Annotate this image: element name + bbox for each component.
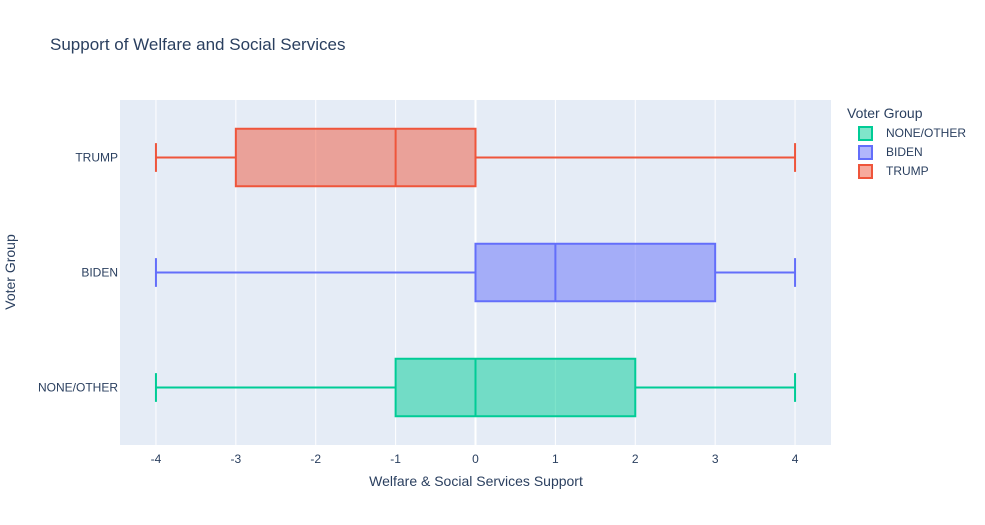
legend-swatch (858, 126, 873, 141)
legend[interactable]: Voter Group NONE/OTHER BIDEN TRUMP (847, 105, 966, 179)
box-traces (154, 127, 797, 418)
x-tick-label: 0 (472, 452, 479, 466)
box-trace[interactable] (154, 127, 797, 188)
box-trace[interactable] (154, 242, 797, 303)
legend-item[interactable]: NONE/OTHER (858, 126, 966, 141)
iqr-box (234, 127, 477, 188)
x-tick-label: 4 (792, 452, 799, 466)
iqr-box (474, 242, 717, 303)
x-tick-label: 2 (632, 452, 639, 466)
x-axis-ticks: -4 -3 -2 -1 0 1 2 3 4 (151, 452, 799, 466)
legend-title: Voter Group (847, 105, 923, 121)
legend-label: NONE/OTHER (886, 126, 966, 140)
x-tick-label: 1 (552, 452, 559, 466)
y-tick-label: TRUMP (75, 151, 118, 165)
y-axis-title: Voter Group (2, 234, 18, 310)
legend-label: TRUMP (886, 164, 929, 178)
iqr-box (394, 357, 637, 418)
chart-title: Support of Welfare and Social Services (50, 35, 345, 54)
x-tick-label: -2 (310, 452, 321, 466)
x-tick-label: -4 (151, 452, 162, 466)
legend-item[interactable]: TRUMP (858, 164, 929, 179)
legend-swatch (858, 164, 873, 179)
x-tick-label: -3 (231, 452, 242, 466)
legend-item[interactable]: BIDEN (858, 145, 923, 160)
x-axis-title: Welfare & Social Services Support (369, 473, 583, 489)
legend-label: BIDEN (886, 145, 923, 159)
y-tick-label: NONE/OTHER (38, 381, 118, 395)
legend-swatch (858, 145, 873, 160)
box-trace[interactable] (154, 357, 797, 418)
x-tick-label: 3 (712, 452, 719, 466)
x-tick-label: -1 (390, 452, 401, 466)
y-tick-label: BIDEN (81, 266, 118, 280)
y-axis-ticks: TRUMP BIDEN NONE/OTHER (38, 151, 118, 395)
